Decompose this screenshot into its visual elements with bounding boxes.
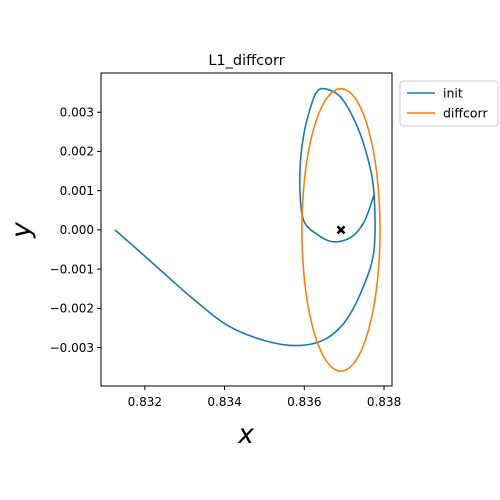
x-tick-label: 0.836 (287, 395, 321, 409)
x-tick-label: 0.832 (128, 395, 162, 409)
x-tick-label: 0.838 (367, 395, 401, 409)
y-tick-label: 0.002 (60, 145, 94, 159)
y-tick-label: −0.003 (50, 341, 94, 355)
legend-label-init: init (443, 86, 463, 101)
chart-title: L1_diffcorr (208, 53, 284, 69)
center-marker (337, 226, 344, 233)
y-axis-label: y (6, 221, 37, 239)
legend-label-diffcorr: diffcorr (443, 106, 488, 121)
series-line-init (115, 89, 375, 346)
y-tick-label: 0.001 (60, 184, 94, 198)
plot-area (101, 73, 392, 386)
marker-layer (337, 226, 344, 233)
y-tick-label: 0.003 (60, 106, 94, 120)
y-tick-label: 0.000 (60, 223, 94, 237)
x-tick-label: 0.834 (207, 395, 241, 409)
y-tick-label: −0.002 (50, 302, 94, 316)
axes-frame (101, 73, 392, 386)
x-axis-label: x (237, 419, 255, 450)
y-tick-label: −0.001 (50, 262, 94, 276)
y-axis: 0.003 0.002 0.001 0.000 −0.001 −0.002 −0.003 (50, 106, 101, 355)
legend: init diffcorr (400, 81, 498, 126)
x-axis: 0.832 0.834 0.836 0.838 (128, 386, 402, 409)
